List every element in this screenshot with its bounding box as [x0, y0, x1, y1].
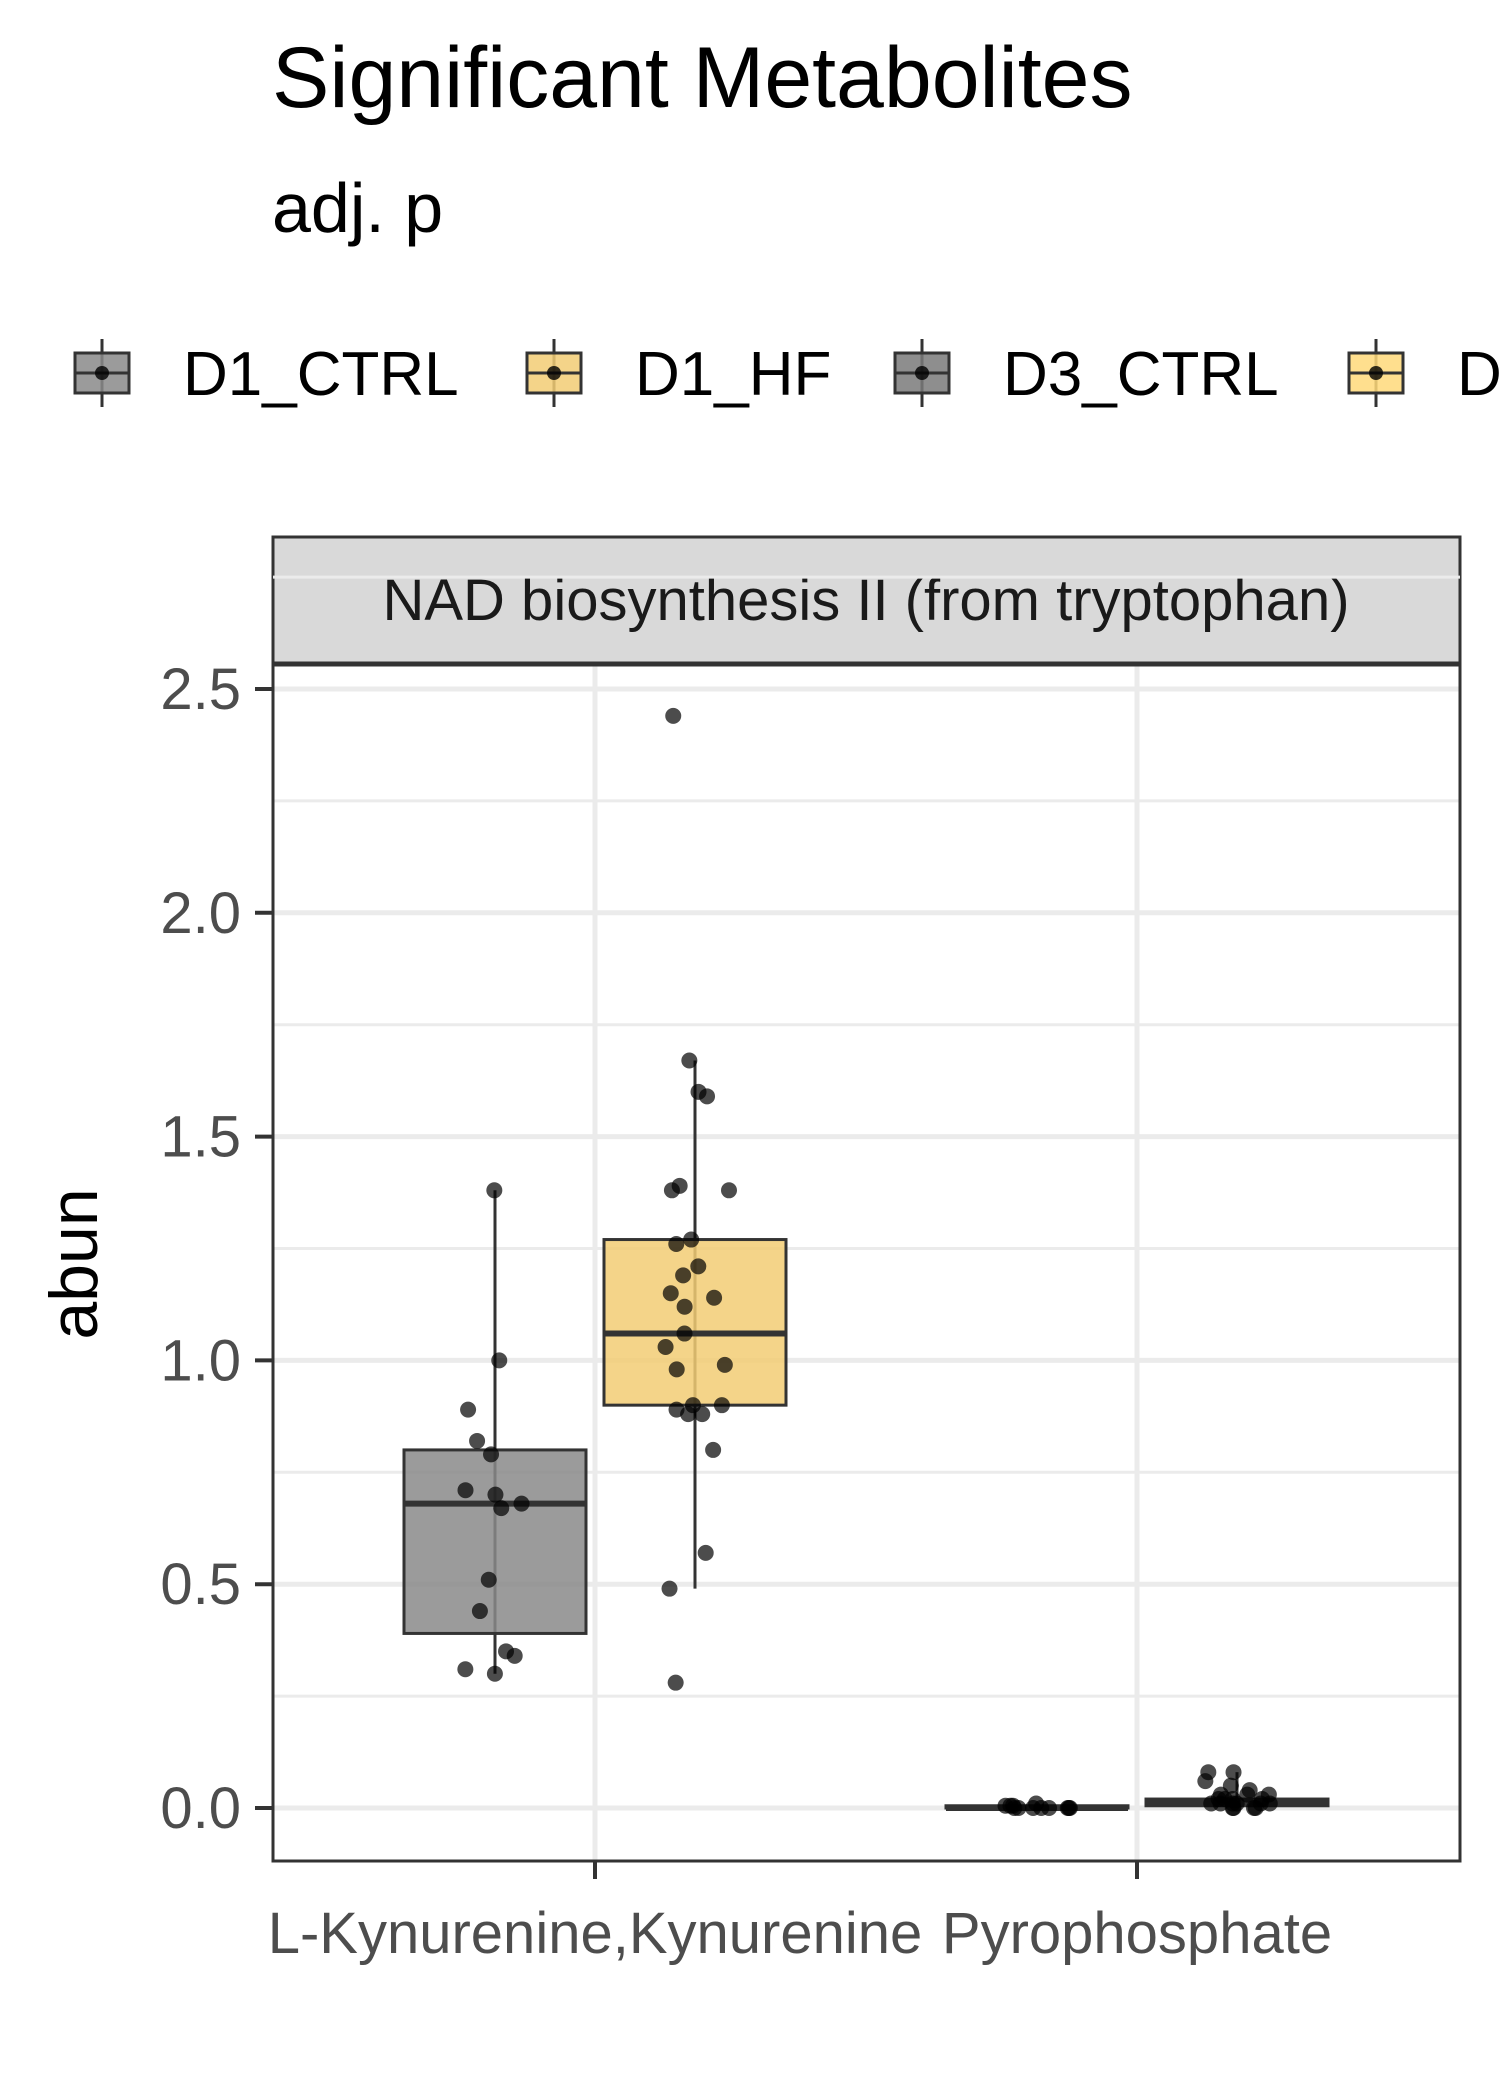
data-point [668, 1361, 685, 1378]
data-point [720, 1182, 737, 1199]
data-point [491, 1352, 508, 1369]
grid [273, 575, 1460, 1861]
data-point [683, 1231, 700, 1248]
y-tick-label: 2.0 [160, 881, 241, 946]
legend: D1_CTRL D1_HF D3_CTRL D [73, 339, 1500, 409]
data-point [716, 1356, 733, 1373]
data-point [493, 1500, 510, 1517]
data-point [1025, 1800, 1042, 1816]
data-point [1197, 1773, 1214, 1790]
data-point [460, 1401, 477, 1418]
legend-label: D [1457, 340, 1500, 409]
data-point [1060, 1800, 1077, 1816]
data-point [676, 1298, 693, 1315]
data-point [681, 1052, 698, 1069]
data-point [713, 1397, 730, 1414]
points [457, 707, 1278, 1816]
legend-key-point [1369, 366, 1383, 380]
y-tick-label: 1.0 [160, 1328, 241, 1393]
data-point [706, 1289, 723, 1306]
y-tick-label: 2.5 [160, 657, 241, 722]
y-tick-label: 0.5 [160, 1552, 241, 1617]
legend-item: D3_CTRL [893, 339, 1279, 409]
y-tick-label: 1.5 [160, 1105, 241, 1170]
legend-label: D1_HF [635, 340, 831, 409]
data-point [1002, 1797, 1019, 1814]
x-tick-label: L-Kynurenine,Kynurenine [268, 1901, 923, 1966]
data-point [699, 1088, 716, 1105]
chart-subtitle: adj. p [272, 169, 443, 247]
box-body [402, 1448, 588, 1635]
legend-item: D1_CTRL [73, 339, 459, 409]
legend-key-point [95, 366, 109, 380]
panel-border [271, 662, 1462, 1863]
data-point [1239, 1786, 1256, 1803]
facet-label: NAD biosynthesis II (from tryptophan) [382, 568, 1349, 633]
data-point [457, 1661, 474, 1678]
data-point [457, 1482, 474, 1499]
data-point [694, 1406, 711, 1423]
data-point [498, 1643, 515, 1660]
data-point [675, 1267, 692, 1284]
legend-key-point [915, 366, 929, 380]
legend-key-point [547, 366, 561, 380]
y-axis: 0.0 0.5 1.0 1.5 2.0 2.5 [160, 657, 273, 1841]
chart-title: Significant Metabolites [272, 30, 1132, 126]
data-point [486, 1665, 503, 1682]
data-point [469, 1432, 486, 1449]
data-point [661, 1580, 678, 1597]
data-point [486, 1182, 503, 1199]
data-point [705, 1441, 722, 1458]
data-point [697, 1544, 714, 1561]
data-point [1212, 1786, 1229, 1803]
data-point [662, 1285, 679, 1302]
facet-strip [271, 535, 1462, 666]
data-point [1224, 1800, 1241, 1816]
legend-label: D3_CTRL [1003, 340, 1279, 409]
data-point [663, 1182, 680, 1199]
data-point [513, 1495, 530, 1512]
data-point [676, 1325, 693, 1342]
data-point [471, 1603, 488, 1620]
x-tick-label: Pyrophosphate [942, 1901, 1332, 1966]
legend-item: D1_HF [525, 339, 831, 409]
legend-item: D [1347, 339, 1500, 409]
data-point [680, 1406, 697, 1423]
data-point [690, 1258, 707, 1275]
data-point [1225, 1764, 1242, 1781]
data-point [657, 1338, 674, 1355]
legend-label: D1_CTRL [183, 340, 459, 409]
data-point [487, 1486, 504, 1503]
data-point [483, 1446, 500, 1463]
x-axis: L-Kynurenine,Kynurenine Pyrophosphate [268, 1861, 1332, 1966]
y-tick-label: 0.0 [160, 1776, 241, 1841]
data-point [667, 1674, 684, 1691]
data-point [480, 1571, 497, 1588]
y-axis-label: abun [36, 1188, 112, 1339]
data-point [665, 707, 682, 724]
data-point [1261, 1795, 1278, 1812]
data-point [668, 1236, 685, 1253]
